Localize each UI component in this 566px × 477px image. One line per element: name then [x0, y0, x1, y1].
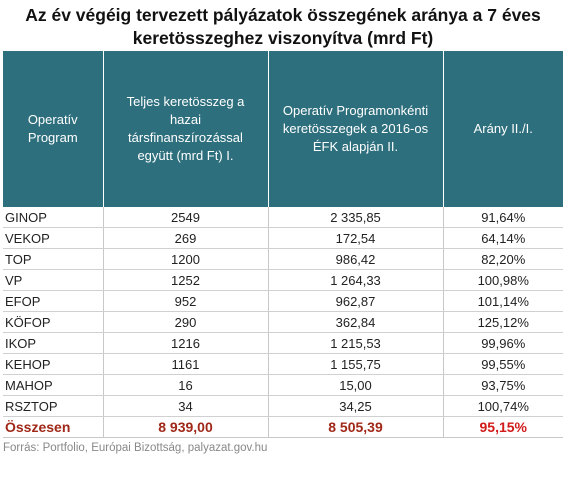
cell-ratio: 93,75% [443, 374, 563, 396]
title-line-2: keretösszeghez viszonyítva (mrd Ft) [132, 28, 434, 48]
table-row: KEHOP 1161 1 155,75 99,55% [3, 353, 563, 375]
totals-row: Összesen 8 939,00 8 505,39 95,15% [3, 416, 563, 438]
cell-total: 34 [103, 395, 269, 417]
cell-program: VP [3, 269, 104, 291]
cell-ratio: 82,20% [443, 248, 563, 270]
cell-program: KEHOP [3, 353, 104, 375]
source-note: Forrás: Portfolio, Európai Bizottság, pa… [3, 442, 268, 454]
table-row: KÖFOP 290 362,84 125,12% [3, 311, 563, 333]
cell-ratio: 64,14% [443, 227, 563, 249]
cell-ratio: 101,14% [443, 290, 563, 312]
table-row: VEKOP 269 172,54 64,14% [3, 227, 563, 249]
table-row: IKOP 1216 1 215,53 99,96% [3, 332, 563, 354]
cell-program: GINOP [3, 207, 104, 228]
total-ratio: 95,15% [443, 416, 563, 438]
header-ratio: Arány II./I. [443, 51, 563, 207]
page-title: Az év végéig tervezett pályázatok összeg… [0, 0, 566, 51]
cell-total: 1252 [103, 269, 269, 291]
cell-ratio: 100,74% [443, 395, 563, 417]
cell-ratio: 99,55% [443, 353, 563, 375]
cell-total: 16 [103, 374, 269, 396]
cell-total: 290 [103, 311, 269, 333]
cell-ratio: 125,12% [443, 311, 563, 333]
cell-total: 2549 [103, 207, 269, 228]
cell-program: KÖFOP [3, 311, 104, 333]
cell-total: 1200 [103, 248, 269, 270]
header-total: Teljes keretösszeg a hazai társfinanszír… [103, 51, 269, 207]
data-table: Operatív Program Teljes keretösszeg a ha… [3, 51, 563, 438]
cell-program: VEKOP [3, 227, 104, 249]
header-row: Operatív Program Teljes keretösszeg a ha… [3, 51, 563, 207]
cell-efk: 15,00 [268, 374, 444, 396]
cell-efk: 986,42 [268, 248, 444, 270]
cell-ratio: 91,64% [443, 207, 563, 228]
cell-efk: 1 215,53 [268, 332, 444, 354]
cell-total: 1161 [103, 353, 269, 375]
total-label: Összesen [3, 416, 104, 438]
total-efk: 8 505,39 [268, 416, 444, 438]
cell-total: 1216 [103, 332, 269, 354]
cell-program: RSZTOP [3, 395, 104, 417]
cell-program: EFOP [3, 290, 104, 312]
cell-total: 269 [103, 227, 269, 249]
cell-total: 952 [103, 290, 269, 312]
cell-efk: 1 155,75 [268, 353, 444, 375]
cell-program: MAHOP [3, 374, 104, 396]
table-row: GINOP 2549 2 335,85 91,64% [3, 207, 563, 228]
table-row: TOP 1200 986,42 82,20% [3, 248, 563, 270]
total-sum: 8 939,00 [103, 416, 269, 438]
cell-program: TOP [3, 248, 104, 270]
title-line-1: Az év végéig tervezett pályázatok összeg… [25, 5, 541, 25]
table-row: VP 1252 1 264,33 100,98% [3, 269, 563, 291]
cell-efk: 362,84 [268, 311, 444, 333]
header-program: Operatív Program [3, 51, 104, 207]
cell-efk: 962,87 [268, 290, 444, 312]
cell-efk: 172,54 [268, 227, 444, 249]
cell-ratio: 99,96% [443, 332, 563, 354]
cell-ratio: 100,98% [443, 269, 563, 291]
table-row: EFOP 952 962,87 101,14% [3, 290, 563, 312]
cell-program: IKOP [3, 332, 104, 354]
table-row: MAHOP 16 15,00 93,75% [3, 374, 563, 396]
cell-efk: 2 335,85 [268, 207, 444, 228]
table-row: RSZTOP 34 34,25 100,74% [3, 395, 563, 417]
cell-efk: 34,25 [268, 395, 444, 417]
header-efk: Operatív Programonkénti keretösszegek a … [268, 51, 444, 207]
cell-efk: 1 264,33 [268, 269, 444, 291]
